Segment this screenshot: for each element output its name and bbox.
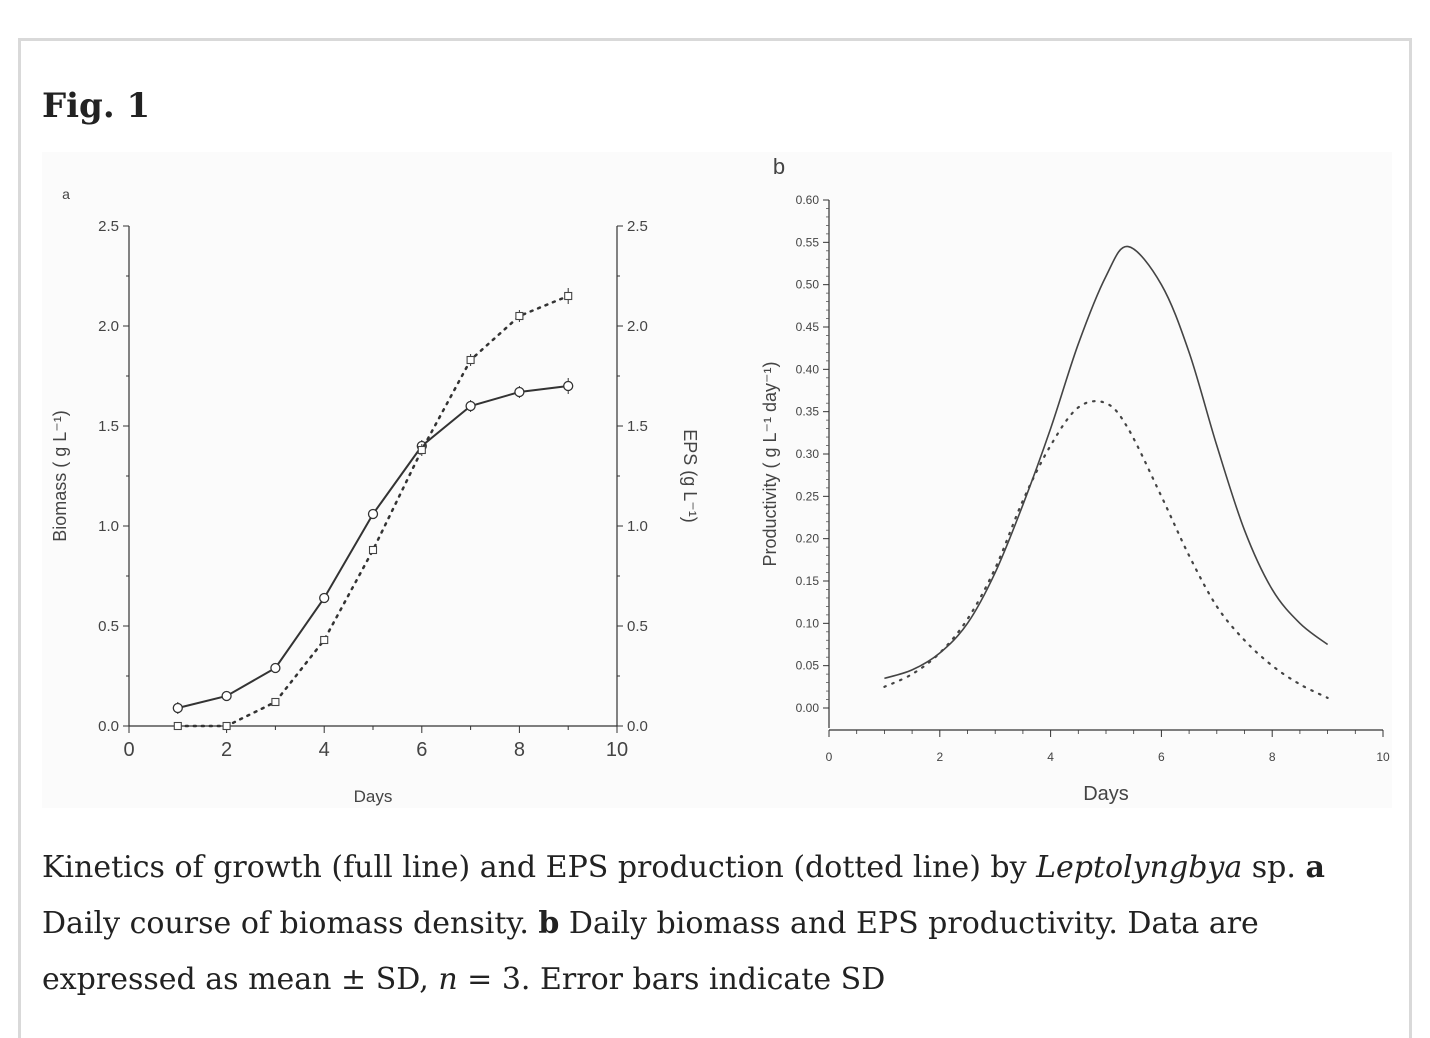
panel-a-y2-tick-label: 2.5 [627,218,648,235]
panel-b-x-tick-label: 4 [1047,750,1054,764]
panel-a-label: a [62,186,70,202]
panel-b-y-tick-label: 0.40 [796,362,820,376]
panel-a-y-axis-title: Biomass ( g L⁻¹) [50,410,70,542]
panel-a-x-axis-title: Days [354,787,393,806]
panel-a-y-tick-label: 2.5 [98,218,119,235]
panel-b-x-tick-label: 8 [1269,750,1276,764]
panel-a-series-2-line [176,294,570,728]
panel-a-series-1-point [221,690,232,702]
panel-a-y2-tick-label: 0.5 [627,618,648,635]
panel-a-series-2-point [564,291,573,301]
panel-a-x-tick-label: 10 [606,739,628,761]
panel-a-y-tick-label: 2.0 [98,318,119,335]
panel-b-y-tick-label: 0.35 [796,405,820,419]
panel-b-x-tick-label: 10 [1376,750,1390,764]
panel-b-y-tick-label: 0.55 [796,235,820,249]
panel-a-series-2-point [222,721,231,731]
caption-text-2: sp. [1242,850,1306,885]
panel-b-x-axis-title: Days [1083,783,1129,805]
panel-a-y2-axis-title: EPS (g L⁻¹) [680,429,700,523]
panel-a-series-2-point [368,545,378,555]
panel-a-series-1-point [172,702,183,714]
panel-b-x-tick-label: 2 [936,750,943,764]
panel-a-y2-tick-label: 0.0 [627,718,648,735]
panel-a-series-1-point [270,662,281,674]
panel-a-y-tick-label: 0.5 [98,618,119,635]
caption-n-label: n [438,962,458,997]
figure-charts: a 0.0 0.5 1.0 1.5 2.0 2.5 0.0 0.5 1.0 1.5 2.0 2.5 0 2 4… [50,154,1390,806]
panel-b-y-tick-label: 0.20 [796,532,820,546]
panel-a-x-tick-label: 8 [514,739,525,761]
panel-b-y-tick-label: 0.00 [796,701,820,715]
panel-a-x-tick-label: 6 [416,739,427,761]
caption-text-3: Daily course of biomass density. [42,906,539,941]
panel-b-y-tick-label: 0.45 [796,320,820,334]
panel-a-series-2-point [515,311,524,321]
panel-a-y2-tick-label: 1.5 [627,418,648,435]
panel-a-series-1-point [514,386,525,398]
panel-b-x-tick-label: 6 [1158,750,1165,764]
panel-a-y-tick-label: 1.0 [98,518,119,535]
panel-b-x-tick-label: 0 [826,750,833,764]
panel-a-series-1-point [367,508,379,520]
caption-text-5: = 3. Error bars indicate SD [457,962,886,997]
panel-a-x-tick-label: 0 [123,739,134,761]
caption-organism: Leptolyngbya [1036,850,1243,885]
panel-b-y-tick-label: 0.15 [796,574,820,588]
caption-panel-b-label: b [538,906,560,941]
panel-b-y-tick-label: 0.50 [796,278,820,292]
panel-a-series-1-point [563,380,574,392]
figure-title: Fig. 1 [42,86,151,126]
panel-a-y-tick-label: 0.0 [98,718,119,735]
panel-a-y-tick-label: 1.5 [98,418,119,435]
panel-b-series-1-line [884,245,1329,680]
caption-panel-a-label: a [1305,850,1325,885]
figure-image: a 0.0 0.5 1.0 1.5 2.0 2.5 0.0 0.5 1.0 1.5 2.0 2.5 0 2 4… [42,152,1392,808]
panel-a-x-tick-label: 2 [221,739,232,761]
panel-a-series-1-point [319,592,330,604]
panel-b-y-axis-title: Productivity ( g L⁻¹ day⁻¹) [760,361,780,566]
panel-a-x-tick-label: 4 [319,739,330,761]
panel-a-series-2-point [417,445,426,455]
panel-a-series-2-point [173,721,182,731]
figure-caption: Kinetics of growth (full line) and EPS p… [42,840,1382,1008]
panel-b-y-tick-label: 0.25 [796,489,820,503]
panel-a-series-2-point [466,355,475,365]
caption-text-1: Kinetics of growth (full line) and EPS p… [42,850,1037,885]
panel-b-label: b [773,154,785,179]
panel-b-y-tick-label: 0.30 [796,447,820,461]
panel-a-y2-tick-label: 1.0 [627,518,648,535]
panel-b-y-tick-label: 0.10 [796,616,820,630]
panel-b-y-tick-label: 0.05 [796,659,820,673]
panel-b-series-2-line [883,400,1329,699]
panel-a-series-2-point [320,635,329,645]
panel-a-y2-tick-label: 2.0 [627,318,648,335]
caption-text-4: Daily biomass and EPS productivity. Data… [42,906,1259,997]
panel-a-series-2-point [271,697,280,707]
panel-a-series-1-point [465,400,476,412]
panel-b-y-tick-label: 0.60 [796,193,820,207]
